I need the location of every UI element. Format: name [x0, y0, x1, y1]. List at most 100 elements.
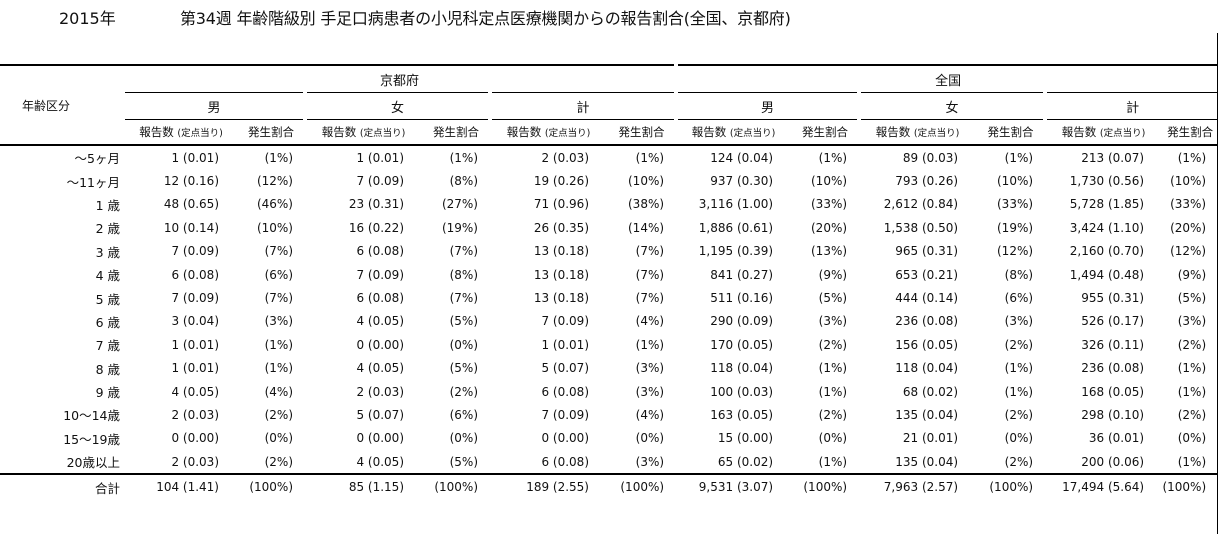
report-count-cell: 955 (0.31) [1081, 291, 1145, 306]
incidence-rate-cell: (4%) [264, 384, 293, 399]
report-count-cell: 10 (0.14) [163, 220, 219, 235]
report-count-cell: 135 (0.04) [895, 454, 959, 469]
incidence-rate-cell: (5%) [1177, 291, 1207, 306]
incidence-rate-cell: (9%) [818, 267, 848, 282]
per-site-label: (定点当り) [359, 128, 406, 139]
report-count-cell: 118 (0.04) [710, 361, 774, 376]
incidence-rate-cell: (0%) [449, 431, 478, 446]
incidence-rate-cell: (1%) [818, 454, 848, 469]
report-count-cell: 3 (0.04) [171, 314, 219, 329]
incidence-rate-cell: (27%) [441, 197, 478, 212]
report-count-cell: 2 (0.03) [171, 454, 219, 469]
incidence-rate-cell: (2%) [1004, 454, 1034, 469]
frame-border [1217, 33, 1218, 534]
report-count-cell: 5 (0.07) [356, 407, 404, 422]
incidence-rate-cell: (1%) [264, 150, 293, 165]
incidence-rate-cell: (33%) [1170, 197, 1207, 212]
age-label: 3 歳 [95, 244, 120, 260]
report-count-cell: 1,886 (0.61) [698, 220, 774, 235]
table-row: 1 歳 48 (0.65) (46%) 23 (0.31) (27%) 71 (0.96)… [0, 193, 1218, 216]
age-distribution-table: 年齢区分 京都府 全国 男女計男女計 報告数 (定点当り) 発生割合 報告数 (定点… [0, 64, 1219, 500]
incidence-rate-cell: (1%) [635, 150, 665, 165]
incidence-rate-cell: (7%) [635, 267, 665, 282]
report-count-cell: 1,730 (0.56) [1069, 174, 1145, 189]
age-label: 20歳以上 [66, 455, 120, 471]
table-row: ～5ヶ月 1 (0.01) (1%) 1 (0.01) (1%) 2 (0.03) (1%)… [0, 145, 1218, 169]
count-header-kyoto-female: 報告数 (定点当り) [305, 119, 422, 146]
report-count-cell: 5,728 (1.85) [1069, 197, 1145, 212]
sex-header-kyoto-male: 男 [125, 92, 305, 120]
incidence-rate-cell: (3%) [1004, 314, 1034, 329]
sex-header-national-total: 計 [1043, 92, 1219, 120]
table-row: 9 歳 4 (0.05) (4%) 2 (0.03) (2%) 6 (0.08) (3%) 1… [0, 380, 1218, 403]
report-count-cell: 3,424 (1.10) [1069, 220, 1145, 235]
report-count-cell: 23 (0.31) [348, 197, 404, 212]
report-count-cell: 213 (0.07) [1081, 150, 1145, 165]
count-label: 報告数 [1061, 125, 1097, 139]
age-label: 8 歳 [95, 361, 120, 377]
age-label: 1 歳 [95, 197, 120, 213]
incidence-rate-cell: (6%) [1004, 291, 1034, 306]
report-count-cell: 3,116 (1.00) [698, 197, 774, 212]
report-count-cell: 48 (0.65) [163, 197, 219, 212]
report-count-cell: 85 (1.15) [305, 473, 422, 500]
sex-header-kyoto-total: 計 [487, 92, 677, 120]
metric-header-row: 報告数 (定点当り) 発生割合 報告数 (定点当り) 発生割合 報告数 (定点当り) 発生… [0, 119, 1219, 146]
report-count-cell: 290 (0.09) [710, 314, 774, 329]
report-count-cell: 1 (0.01) [171, 361, 219, 376]
incidence-rate-cell: (0%) [264, 431, 293, 446]
incidence-rate-cell: (5%) [449, 361, 478, 376]
region-header-national: 全国 [674, 64, 1219, 93]
report-count-cell: 298 (0.10) [1081, 407, 1145, 422]
report-count-cell: 13 (0.18) [533, 267, 589, 282]
incidence-rate-cell: (1%) [818, 150, 848, 165]
per-site-label: (定点当り) [177, 128, 223, 139]
table-row: 4 歳 6 (0.08) (6%) 7 (0.09) (8%) 13 (0.18) (7%)… [0, 263, 1218, 286]
incidence-rate-cell: (20%) [811, 220, 848, 235]
age-label: 7 歳 [95, 338, 120, 354]
age-label: 9 歳 [95, 385, 120, 401]
incidence-rate-cell: (3%) [635, 361, 665, 376]
incidence-rate-cell: (12%) [256, 174, 293, 189]
report-count-cell: 0 (0.00) [171, 431, 219, 446]
count-label: 報告数 [875, 125, 911, 139]
incidence-rate-cell: (33%) [997, 197, 1034, 212]
report-count-cell: 156 (0.05) [895, 337, 959, 352]
count-label: 報告数 [506, 125, 542, 139]
incidence-rate-cell: (0%) [449, 337, 478, 352]
incidence-rate-cell: (100%) [422, 473, 490, 500]
incidence-rate-cell: (1%) [635, 337, 665, 352]
rate-header-national-total: 発生割合 [1162, 119, 1219, 146]
report-count-cell: 118 (0.04) [895, 361, 959, 376]
age-label: ～5ヶ月 [74, 151, 120, 167]
rate-header-kyoto-female: 発生割合 [422, 119, 490, 146]
table-row: 2 歳 10 (0.14) (10%) 16 (0.22) (19%) 26 (0.35)… [0, 216, 1218, 239]
report-count-cell: 16 (0.22) [348, 220, 404, 235]
incidence-rate-cell: (12%) [997, 244, 1034, 259]
incidence-rate-cell: (5%) [449, 454, 478, 469]
incidence-rate-cell: (2%) [264, 454, 293, 469]
incidence-rate-cell: (10%) [811, 174, 848, 189]
report-count-cell: 26 (0.35) [533, 220, 589, 235]
incidence-rate-cell: (3%) [818, 314, 848, 329]
report-count-cell: 653 (0.21) [895, 267, 959, 282]
report-count-cell: 170 (0.05) [710, 337, 774, 352]
report-count-cell: 15 (0.00) [717, 431, 774, 446]
incidence-rate-cell: (12%) [1170, 244, 1207, 259]
sex-header-kyoto-female: 女 [303, 92, 490, 120]
report-count-cell: 7 (0.09) [356, 267, 404, 282]
incidence-rate-cell: (19%) [441, 220, 478, 235]
region-header-row: 年齢区分 京都府 全国 [0, 64, 1219, 146]
incidence-rate-cell: (13%) [811, 244, 848, 259]
total-row: 合計 104 (1.41) (100%) 85 (1.15) (100%) 189 (2.… [0, 473, 1219, 500]
count-header-national-female: 報告数 (定点当り) [859, 119, 977, 146]
incidence-rate-cell: (19%) [997, 220, 1034, 235]
incidence-rate-cell: (10%) [628, 174, 665, 189]
rate-header-national-male: 発生割合 [791, 119, 860, 146]
incidence-rate-cell: (0%) [635, 431, 665, 446]
report-count-cell: 444 (0.14) [895, 291, 959, 306]
report-count-cell: 7 (0.09) [541, 314, 589, 329]
report-count-cell: 326 (0.11) [1081, 337, 1145, 352]
report-count-cell: 236 (0.08) [895, 314, 959, 329]
age-label: 6 歳 [95, 314, 120, 330]
